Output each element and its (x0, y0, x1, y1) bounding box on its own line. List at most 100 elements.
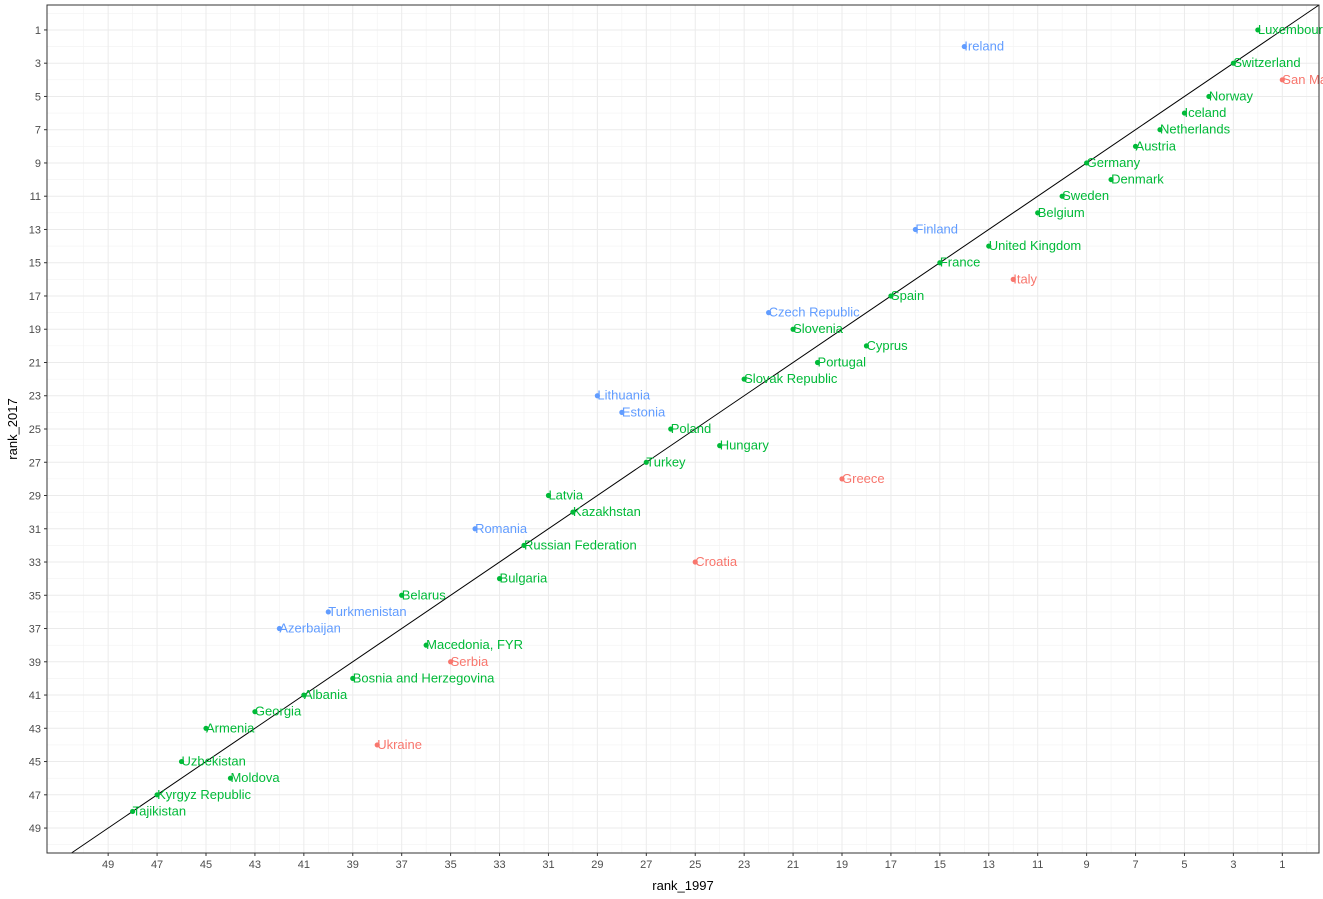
data-label: Azerbaijan (279, 621, 340, 636)
y-tick-label: 27 (29, 457, 41, 469)
data-point (423, 642, 429, 648)
data-point (350, 675, 356, 682)
data-point (496, 576, 503, 582)
data-label: San Mari (1282, 72, 1323, 87)
data-point (252, 709, 258, 715)
data-point (839, 476, 845, 482)
x-tick-label: 17 (885, 859, 897, 871)
data-label: Latvia (548, 488, 583, 503)
y-tick-label: 37 (29, 624, 41, 636)
data-point (472, 526, 478, 532)
data-point (448, 659, 454, 665)
data-label: Norway (1209, 88, 1254, 103)
reference-line (71, 4, 1320, 854)
data-points (130, 27, 1285, 815)
data-point (399, 592, 405, 598)
data-point (301, 692, 307, 698)
y-axis-ticks: 1357911131517192123252729313335373941434… (29, 25, 47, 835)
y-tick-label: 19 (29, 324, 41, 336)
y-tick-label: 29 (29, 491, 41, 503)
x-tick-label: 41 (298, 859, 310, 871)
data-label: Greece (842, 471, 885, 486)
data-label: Portugal (818, 354, 867, 369)
data-point (570, 509, 576, 515)
data-label: Bulgaria (500, 571, 548, 586)
data-label: Lithuania (597, 388, 651, 403)
x-tick-label: 7 (1132, 859, 1138, 871)
data-label: Finland (915, 221, 958, 236)
data-point (961, 43, 967, 50)
data-point (325, 609, 331, 615)
y-tick-label: 5 (35, 91, 41, 103)
data-label: Serbia (451, 654, 489, 669)
y-tick-label: 17 (29, 291, 41, 303)
data-point (1181, 110, 1188, 116)
data-label: Cyprus (866, 338, 908, 353)
data-label: Germany (1087, 155, 1141, 170)
data-label: Iceland (1184, 105, 1226, 120)
x-tick-label: 47 (151, 859, 163, 871)
data-label: Albania (304, 687, 348, 702)
x-tick-label: 27 (640, 859, 652, 871)
data-point (717, 443, 723, 449)
x-tick-label: 39 (347, 859, 359, 871)
data-label: Turkey (646, 454, 686, 469)
reference-line-group (71, 4, 1320, 854)
data-point (227, 775, 234, 781)
data-point (1279, 77, 1285, 83)
data-label: Bosnia and Herzegovina (353, 670, 495, 685)
data-label: Russian Federation (524, 537, 637, 552)
data-label: Luxembourg (1258, 22, 1323, 37)
data-point (814, 359, 821, 366)
x-tick-label: 13 (983, 859, 995, 871)
data-point (203, 725, 209, 731)
y-tick-label: 39 (29, 657, 41, 669)
data-point (1084, 160, 1090, 166)
data-point (1035, 210, 1041, 216)
y-tick-label: 1 (35, 25, 41, 37)
x-tick-label: 19 (836, 859, 848, 871)
x-tick-label: 23 (738, 859, 750, 871)
y-axis-title: rank_2017 (5, 398, 20, 459)
data-point (937, 260, 943, 266)
data-label: United Kingdom (989, 238, 1082, 253)
data-label: Moldova (230, 770, 280, 785)
y-tick-label: 7 (35, 125, 41, 137)
data-label: Hungary (720, 438, 770, 453)
data-point (863, 343, 870, 349)
y-tick-label: 33 (29, 557, 41, 569)
x-tick-label: 15 (934, 859, 946, 871)
data-label: Macedonia, FYR (426, 637, 523, 652)
x-tick-label: 35 (444, 859, 456, 871)
x-tick-label: 3 (1230, 859, 1236, 871)
x-axis-title: rank_1997 (652, 878, 713, 893)
data-label: Uzbekistan (182, 754, 246, 769)
data-label: Romania (475, 521, 528, 536)
y-tick-label: 49 (29, 823, 41, 835)
y-tick-label: 15 (29, 258, 41, 270)
data-point (276, 625, 282, 632)
y-tick-label: 43 (29, 723, 41, 735)
data-label: Poland (671, 421, 711, 436)
data-point (912, 226, 918, 233)
data-point (741, 376, 747, 382)
major-grid (47, 5, 1319, 853)
data-label: Switzerland (1233, 55, 1300, 70)
data-point (692, 559, 698, 565)
data-label: Turkmenistan (328, 604, 406, 619)
data-label: Ireland (964, 39, 1004, 54)
data-label: Croatia (695, 554, 738, 569)
data-point (888, 293, 894, 299)
data-label: Austria (1136, 138, 1177, 153)
data-label: Czech Republic (769, 305, 861, 320)
y-tick-label: 25 (29, 424, 41, 436)
data-point (594, 393, 600, 399)
data-label: Armenia (206, 720, 255, 735)
y-tick-label: 41 (29, 690, 41, 702)
data-label: Kazakhstan (573, 504, 641, 519)
data-label: Ukraine (377, 737, 422, 752)
data-label: Slovenia (793, 321, 844, 336)
y-tick-label: 21 (29, 357, 41, 369)
data-label: Netherlands (1160, 122, 1231, 137)
